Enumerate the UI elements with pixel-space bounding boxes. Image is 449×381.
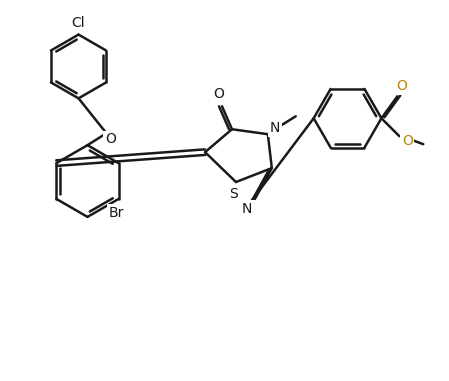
Text: Br: Br [109, 206, 124, 220]
Text: N: N [270, 121, 280, 135]
Text: N: N [242, 202, 252, 216]
Text: S: S [229, 187, 238, 201]
Text: Cl: Cl [72, 16, 85, 30]
Text: O: O [105, 132, 116, 146]
Text: O: O [402, 134, 413, 148]
Text: O: O [214, 87, 224, 101]
Text: O: O [396, 79, 407, 93]
